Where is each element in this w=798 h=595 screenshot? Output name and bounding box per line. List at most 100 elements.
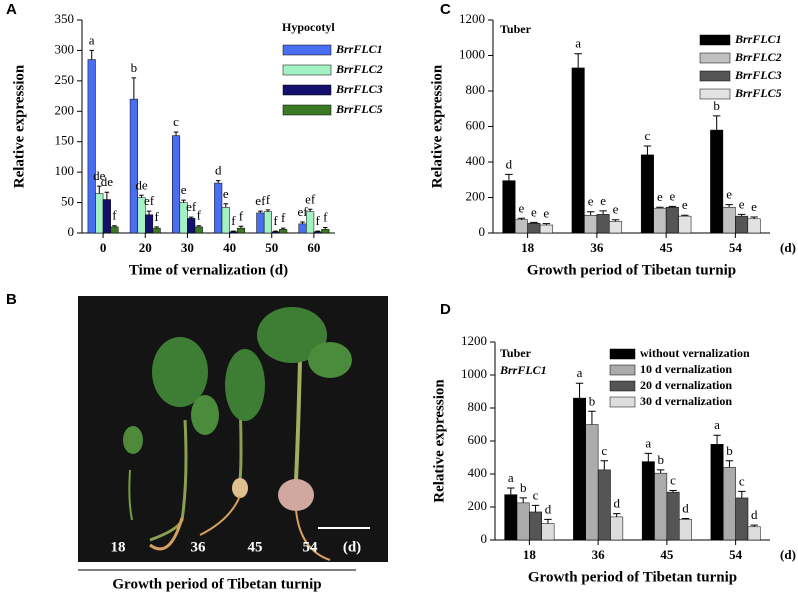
bar xyxy=(514,219,528,234)
y-tick-label: 350 xyxy=(55,11,75,26)
x-tick-label: 20 xyxy=(139,240,152,255)
significance-letter: ef xyxy=(144,193,155,208)
y-tick-label: 0 xyxy=(479,224,486,239)
significance-letter: a xyxy=(575,36,581,51)
error-bar xyxy=(97,185,102,194)
significance-letter: a xyxy=(645,435,651,450)
error-bar xyxy=(586,211,595,216)
x-axis-label: Growth period of Tibetan turnip xyxy=(527,262,736,278)
bar xyxy=(584,215,598,234)
significance-letter: b xyxy=(657,452,664,467)
significance-letter: f xyxy=(239,208,244,223)
bar xyxy=(539,224,553,234)
error-bar xyxy=(280,227,286,230)
x-tick-label: 45 xyxy=(660,240,674,255)
significance-letter: e xyxy=(519,200,525,215)
bar xyxy=(541,523,555,541)
bar xyxy=(735,215,749,234)
significance-letter: b xyxy=(713,98,720,113)
bar xyxy=(171,135,181,234)
significance-letter: f xyxy=(273,213,278,228)
significance-letter: a xyxy=(577,365,583,380)
error-bar xyxy=(643,145,652,155)
significance-letter: ef xyxy=(255,193,266,208)
bar xyxy=(321,229,330,234)
legend-label: BrrFLC2 xyxy=(734,50,782,64)
y-tick-label: 1000 xyxy=(459,46,485,61)
legend-label: BrrFLC1 xyxy=(335,42,383,56)
significance-letter: c xyxy=(173,114,179,129)
legend-label: BrrFLC3 xyxy=(335,82,383,96)
error-bar xyxy=(656,469,665,474)
significance-letter: b xyxy=(726,443,733,458)
significance-letter: c xyxy=(601,443,607,458)
x-axis-unit: (d) xyxy=(780,547,796,562)
chart-title: Hypocotyl xyxy=(282,20,335,34)
error-bar xyxy=(104,191,110,200)
significance-letter: e xyxy=(682,197,688,212)
error-bar xyxy=(599,210,607,215)
legend-swatch xyxy=(699,34,731,46)
y-tick-label: 1000 xyxy=(461,366,487,381)
error-bar xyxy=(231,230,236,232)
bar xyxy=(573,397,586,541)
significance-letter: b xyxy=(520,480,527,495)
legend-swatch xyxy=(699,52,731,64)
bar xyxy=(221,207,230,234)
error-bar xyxy=(750,216,758,219)
bar xyxy=(102,199,111,234)
error-bar xyxy=(712,115,721,131)
bar xyxy=(735,497,749,541)
y-axis-label: Relative expression xyxy=(431,379,447,503)
photo-label: 45 xyxy=(248,539,263,555)
y-axis-label: Relative expression xyxy=(11,64,27,188)
error-bar xyxy=(323,227,328,230)
error-bar xyxy=(215,180,221,184)
significance-letter: de xyxy=(93,168,106,183)
x-tick-label: 36 xyxy=(592,547,606,562)
x-axis-label: Time of vernalization (d) xyxy=(129,262,288,278)
significance-letter: c xyxy=(739,473,745,488)
bar xyxy=(640,154,654,234)
bar xyxy=(110,226,119,234)
error-bar xyxy=(507,487,515,495)
chart-subtitle: BrrFLC1 xyxy=(499,363,547,377)
error-bar xyxy=(517,217,526,220)
error-bar xyxy=(273,230,278,232)
significance-letter: b xyxy=(589,393,596,408)
error-bar xyxy=(265,209,271,212)
y-tick-label: 800 xyxy=(466,82,486,97)
error-bar xyxy=(669,490,677,493)
significance-letter: ef xyxy=(297,204,308,219)
significance-letter: a xyxy=(508,470,514,485)
bar xyxy=(502,180,516,234)
error-bar xyxy=(600,460,609,470)
error-bar xyxy=(531,504,540,512)
error-bar xyxy=(656,206,664,209)
significance-letter: d xyxy=(506,156,513,171)
error-bar xyxy=(181,199,186,203)
significance-letter: e xyxy=(531,204,537,219)
panel-label: D xyxy=(440,301,451,318)
error-bar xyxy=(668,205,677,208)
x-tick-label: 30 xyxy=(181,240,194,255)
error-bar xyxy=(146,210,152,215)
significance-letter: e xyxy=(543,206,549,221)
bar xyxy=(516,502,530,541)
legend-swatch xyxy=(609,380,636,392)
significance-letter: f xyxy=(316,213,321,228)
significance-letter: c xyxy=(670,472,676,487)
y-axis-label: Relative expression xyxy=(429,64,445,188)
bar xyxy=(313,231,322,234)
error-bar xyxy=(644,452,653,462)
bar xyxy=(747,218,761,234)
bar xyxy=(256,212,265,234)
legend-swatch xyxy=(282,64,332,76)
panel-label: A xyxy=(6,1,17,18)
significance-letter: c xyxy=(645,128,651,143)
significance-letter: d xyxy=(751,507,758,522)
y-tick-label: 600 xyxy=(466,117,486,132)
bar xyxy=(194,226,203,234)
y-tick-label: 800 xyxy=(468,399,488,414)
bar xyxy=(214,182,223,234)
